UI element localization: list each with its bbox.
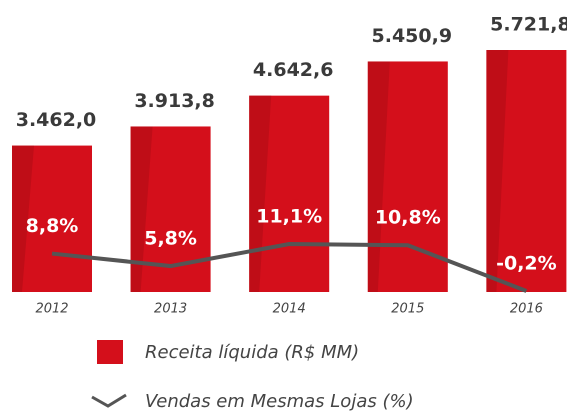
bar-shade bbox=[130, 126, 153, 292]
bar-shade bbox=[12, 145, 34, 292]
bar-shade bbox=[486, 50, 509, 292]
bar-value-label: 4.642,6 bbox=[253, 59, 334, 81]
x-tick-label: 2012 bbox=[35, 302, 68, 317]
line-value-label: -0,2% bbox=[496, 253, 557, 275]
x-tick-label: 2016 bbox=[510, 302, 543, 317]
x-tick-label: 2015 bbox=[391, 302, 424, 317]
legend-swatch-bar bbox=[97, 340, 123, 364]
line-value-label: 11,1% bbox=[256, 206, 322, 228]
line-value-label: 8,8% bbox=[26, 215, 79, 237]
bar-value-label: 3.913,8 bbox=[134, 90, 215, 112]
bar-shade bbox=[367, 61, 390, 292]
line-value-label: 5,8% bbox=[144, 228, 197, 250]
legend-swatch-line bbox=[91, 393, 127, 408]
x-tick-label: 2014 bbox=[273, 302, 306, 317]
line bbox=[51, 241, 528, 293]
bar-value-label: 5.450,9 bbox=[372, 25, 453, 47]
legend-label: Receita líquida (R$ MM) bbox=[145, 342, 359, 363]
bar-shade bbox=[249, 95, 272, 292]
line-value-label: 10,8% bbox=[375, 207, 441, 229]
bar-value-label: 3.462,0 bbox=[16, 109, 97, 131]
bar-value-label: 5.721,8 bbox=[490, 14, 567, 36]
legend-label: Vendas em Mesmas Lojas (%) bbox=[145, 391, 414, 412]
x-tick-label: 2013 bbox=[154, 302, 187, 317]
